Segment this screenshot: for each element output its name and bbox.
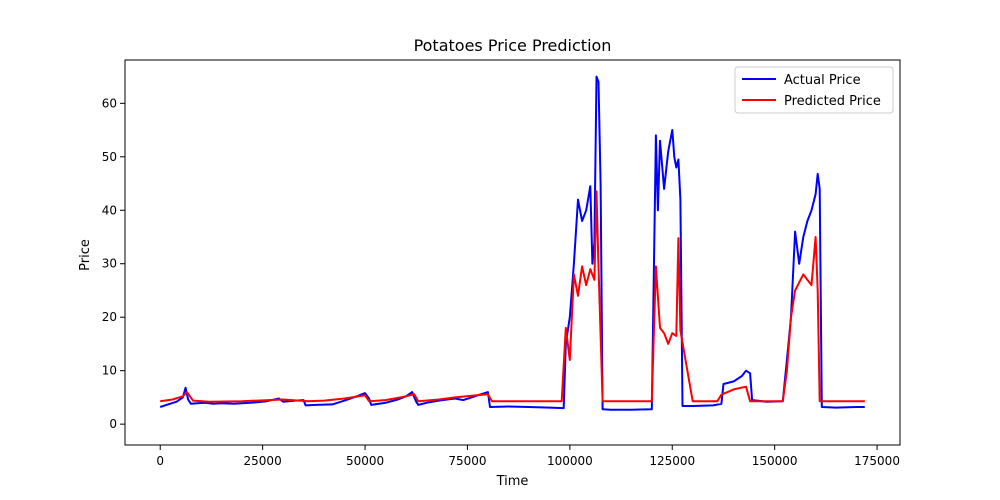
x-tick-label: 100000 [547, 454, 593, 468]
chart-title: Potatoes Price Prediction [414, 36, 612, 55]
x-tick-label: 175000 [854, 454, 900, 468]
legend: Actual Price Predicted Price [734, 66, 894, 114]
y-tick-label: 30 [102, 257, 117, 271]
legend-label-predicted-price: Predicted Price [784, 94, 881, 109]
series-line-predicted-price [160, 190, 865, 403]
x-tick-label: 0 [156, 454, 164, 468]
x-tick-label: 50000 [346, 454, 384, 468]
axes: 0 25000 50000 75000 100000 125000 150000 175000… [102, 59, 901, 468]
axes-frame [124, 59, 901, 446]
x-axis-label: Time [496, 474, 529, 489]
x-tick-label: 25000 [244, 454, 282, 468]
y-tick-label: 0 [109, 417, 117, 431]
x-tick-label: 75000 [448, 454, 486, 468]
plot-background [125, 60, 900, 445]
legend-label-actual-price: Actual Price [784, 73, 861, 88]
x-tick-label: 150000 [752, 454, 798, 468]
plot-area [125, 60, 900, 445]
y-tick-label: 50 [102, 150, 117, 164]
x-tick-label: 125000 [649, 454, 695, 468]
y-tick-label: 10 [102, 364, 117, 378]
y-tick-label: 20 [102, 310, 117, 324]
y-axis-label: Price [78, 239, 93, 271]
y-tick-label: 40 [102, 203, 117, 217]
y-tick-label: 60 [102, 96, 117, 110]
